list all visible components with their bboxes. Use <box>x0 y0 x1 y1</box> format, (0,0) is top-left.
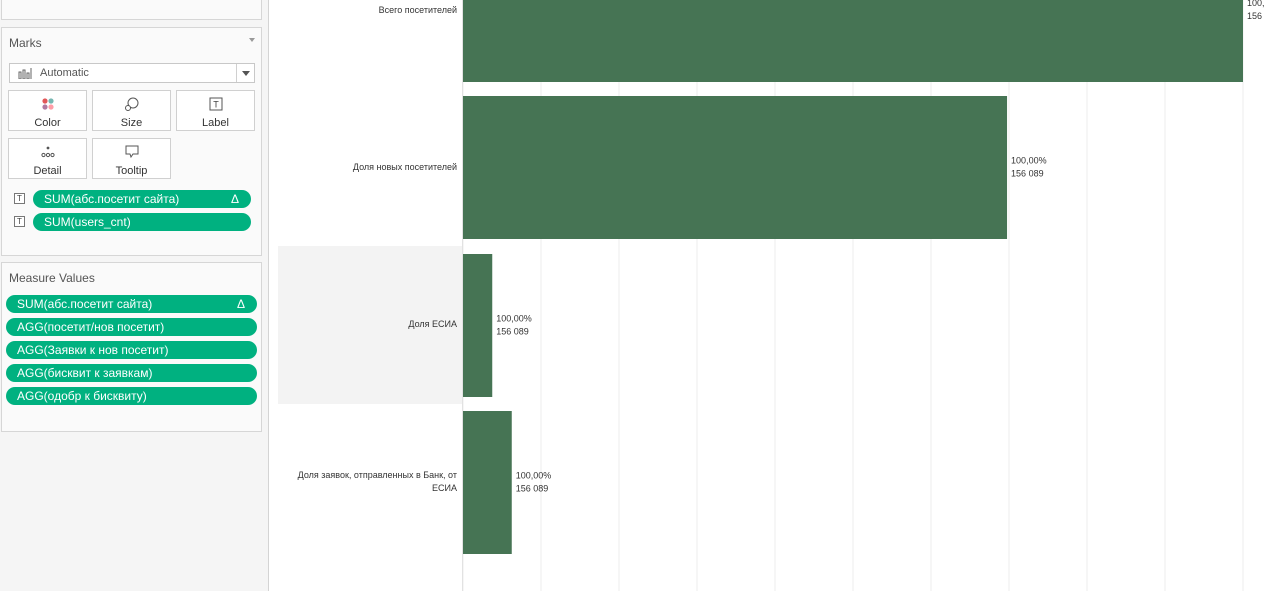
color-label: Color <box>34 117 61 129</box>
tooltip-button[interactable]: Tooltip <box>92 138 171 179</box>
marks-pill-users-cnt[interactable]: SUM(users_cnt) <box>33 213 251 231</box>
size-label: Size <box>120 117 143 129</box>
data-label: 100,00% <box>516 471 552 481</box>
tooltip-label: Tooltip <box>115 165 148 177</box>
tooltip-icon <box>125 145 139 159</box>
pill-label: SUM(абс.посетит сайта) <box>44 192 180 206</box>
chevron-down-icon[interactable] <box>236 64 254 82</box>
data-label: 156 <box>1247 11 1262 21</box>
category-label: ЕСИА <box>432 483 457 493</box>
measure-pill-sum-visits[interactable]: SUM(абс.посетит сайта) Δ <box>6 295 257 313</box>
marks-card: Marks Automatic Color <box>1 27 262 256</box>
bar <box>463 254 493 397</box>
measure-pill-applications-ratio[interactable]: AGG(Заявки к нов посетит) <box>6 341 257 359</box>
mark-type-dropdown[interactable]: Automatic <box>9 63 255 83</box>
data-label: 100,00% <box>496 314 532 324</box>
pill-label: AGG(Заявки к нов посетит) <box>17 343 169 357</box>
size-button[interactable]: Size <box>92 90 171 131</box>
pill-label: SUM(абс.посетит сайта) <box>17 297 153 311</box>
bar <box>463 411 512 554</box>
measure-values-card: Measure Values SUM(абс.посетит сайта) Δ … <box>1 262 262 432</box>
text-type-icon: T <box>14 216 25 227</box>
measure-pill-approval-ratio[interactable]: AGG(одобр к бисквиту) <box>6 387 257 405</box>
pill-label: AGG(одобр к бисквиту) <box>17 389 147 403</box>
label-icon: T <box>209 97 223 111</box>
category-label: Доля новых посетителей <box>353 162 457 172</box>
size-icon <box>125 97 139 111</box>
category-label: Доля ЕСИА <box>408 319 457 329</box>
data-label: 156 089 <box>496 327 529 337</box>
delta-icon: Δ <box>230 192 239 206</box>
data-label: 100,00% <box>1011 156 1047 166</box>
bar <box>463 0 1243 82</box>
delta-icon: Δ <box>236 297 245 311</box>
mark-type-label: Automatic <box>40 67 89 79</box>
data-label: 156 089 <box>1011 169 1044 179</box>
label-label: Label <box>202 117 229 129</box>
bar-chart-icon <box>18 68 32 79</box>
detail-button[interactable]: Detail <box>8 138 87 179</box>
color-button[interactable]: Color <box>8 90 87 131</box>
marks-pill-sum-visits[interactable]: SUM(абс.посетит сайта) Δ <box>33 190 251 208</box>
detail-label: Detail <box>33 165 62 177</box>
chevron-down-icon[interactable] <box>249 38 255 42</box>
measure-values-title: Measure Values <box>9 271 95 285</box>
measure-pill-visits-ratio[interactable]: AGG(посетит/нов посетит) <box>6 318 257 336</box>
marks-pill-row: T SUM(users_cnt) <box>14 213 252 231</box>
data-label: 156 089 <box>516 484 549 494</box>
bar-chart: Всего посетителей 100, 156 Доля новых посет… <box>298 0 1265 591</box>
category-label: Всего посетителей <box>379 5 457 15</box>
chart-area: Всего посетителей 100, 156 Доля новых посет… <box>270 0 1266 591</box>
detail-icon <box>41 146 55 158</box>
pill-label: AGG(посетит/нов посетит) <box>17 320 165 334</box>
pill-label: AGG(бисквит к заявкам) <box>17 366 153 380</box>
marks-pill-row: T SUM(абс.посетит сайта) Δ <box>14 190 252 208</box>
color-dots-icon <box>42 98 54 110</box>
category-label: Доля заявок, отправленных в Банк, от <box>298 470 457 480</box>
filters-card <box>1 0 262 20</box>
bar <box>463 96 1008 239</box>
label-button[interactable]: T Label <box>176 90 255 131</box>
marks-title: Marks <box>9 36 42 50</box>
row-highlight <box>278 246 462 404</box>
svg-text:T: T <box>213 100 219 110</box>
data-label: 100, <box>1247 0 1265 8</box>
text-type-icon: T <box>14 193 25 204</box>
left-panel: Marks Automatic Color <box>0 0 269 591</box>
measure-pill-biscuit-ratio[interactable]: AGG(бисквит к заявкам) <box>6 364 257 382</box>
pill-label: SUM(users_cnt) <box>44 215 131 229</box>
